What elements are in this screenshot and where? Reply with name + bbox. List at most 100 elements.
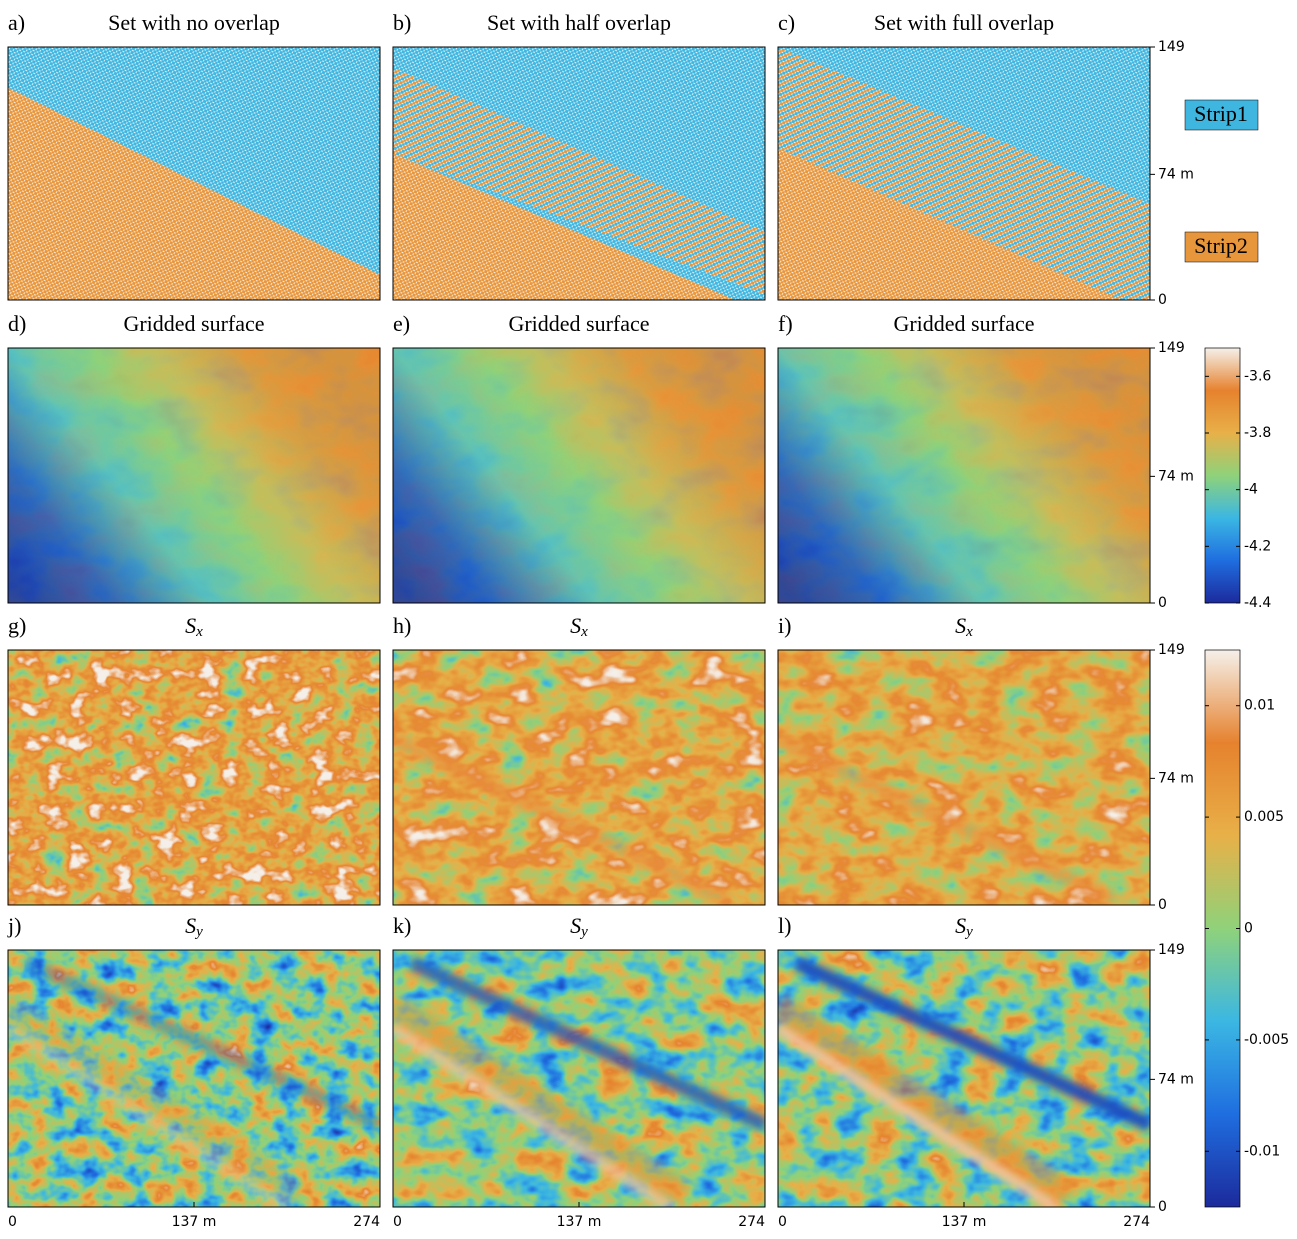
derivative-field (778, 650, 1150, 905)
strip2-points (393, 153, 736, 300)
panel-frame (777, 347, 1151, 604)
panel-image (8, 47, 380, 300)
panel-title: Gridded surface (123, 311, 264, 336)
panel-title-main: S (955, 913, 966, 938)
panel-label: a) (8, 10, 25, 35)
y-tick-label: 149 (1158, 39, 1185, 55)
colorbar-tick-label: 0.005 (1244, 809, 1284, 825)
panel-image (778, 47, 1150, 300)
colorbar-tick-label: -4.2 (1244, 538, 1271, 554)
colorbar-tick-label: -4.4 (1244, 595, 1271, 611)
panel-frame (7, 649, 381, 906)
x-tick-label: 137 m (557, 1214, 602, 1230)
ridge-halo (393, 995, 691, 1206)
panel-label: k) (393, 913, 411, 938)
panel-label: l) (778, 913, 791, 938)
surface-texture (778, 348, 1150, 603)
panel-image (393, 650, 765, 905)
panel-title-text: Gridded surface (508, 311, 649, 336)
panel-label: j) (7, 913, 21, 938)
panel-title: Set with full overlap (874, 10, 1054, 35)
derivative-field (8, 950, 380, 1207)
panel-label: f) (778, 311, 793, 336)
panel-image (8, 348, 380, 603)
panel-frame (392, 46, 766, 301)
legend-label: Strip2 (1194, 233, 1248, 258)
colorbar (1204, 649, 1241, 1208)
panel-title: Sy (955, 913, 973, 940)
ridge-band (8, 1021, 291, 1207)
x-tick-label: 0 (8, 1214, 17, 1230)
y-tick-label: 0 (1158, 595, 1167, 611)
y-tick-label: 0 (1158, 292, 1167, 308)
panel-title-sub: y (579, 924, 588, 940)
x-tick-label: 274 (1123, 1214, 1150, 1230)
derivative-field (393, 950, 765, 1207)
y-tick-label: 0 (1158, 897, 1167, 913)
panel-title-text: Gridded surface (123, 311, 264, 336)
panel-title: Gridded surface (893, 311, 1034, 336)
trough-band (408, 956, 765, 1132)
legend-label: Strip1 (1194, 101, 1248, 126)
strip2-points (778, 148, 1122, 300)
legend-swatch (1184, 231, 1259, 263)
panel-label: i) (778, 613, 791, 638)
panel-title-sub: x (965, 624, 973, 640)
panel-label: d) (8, 311, 26, 336)
colorbar-tick-label: -3.6 (1244, 368, 1271, 384)
panel-frame (777, 46, 1151, 301)
panel-label: c) (778, 10, 795, 35)
panel-title: Set with no overlap (108, 10, 280, 35)
y-tick-label: 149 (1158, 642, 1185, 658)
panel-title-main: S (955, 613, 966, 638)
panel-title: Set with half overlap (487, 10, 671, 35)
panel-title-text: Set with full overlap (874, 10, 1054, 35)
panel-title-sub: y (964, 924, 973, 940)
derivative-field (393, 650, 765, 905)
x-tick-label: 137 m (942, 1214, 987, 1230)
panel-label: e) (393, 311, 410, 336)
colorbar-tick-label: 0.01 (1244, 698, 1275, 714)
panel-title-text: Gridded surface (893, 311, 1034, 336)
y-tick-label: 74 m (1158, 1071, 1194, 1087)
surface-texture (393, 348, 765, 603)
colorbar-tick-label: 0 (1244, 921, 1253, 937)
panel-title-sub: y (194, 924, 203, 940)
panel-image (778, 950, 1150, 1207)
colorbar-tick-label: -3.8 (1244, 425, 1271, 441)
x-tick-label: 0 (393, 1214, 402, 1230)
panel-title-main: S (185, 613, 196, 638)
panel-title: Sx (185, 613, 203, 640)
panel-title-main: S (570, 613, 581, 638)
derivative-field (778, 950, 1150, 1207)
panel-image (8, 650, 380, 905)
panel-frame (392, 347, 766, 604)
trough-band (23, 956, 380, 1132)
colorbar (1204, 347, 1241, 604)
ridge-band (778, 1021, 1061, 1207)
panel-frame (7, 46, 381, 301)
surface-texture (8, 348, 380, 603)
panel-title-sub: x (580, 624, 588, 640)
panel-image (778, 650, 1150, 905)
panel-image (393, 348, 765, 603)
panel-title-main: S (185, 913, 196, 938)
overlap-points (393, 67, 765, 295)
ridge-band (778, 732, 1116, 905)
y-tick-label: 74 m (1158, 166, 1194, 182)
y-tick-label: 149 (1158, 340, 1185, 356)
panel-title: Gridded surface (508, 311, 649, 336)
x-tick-label: 137 m (172, 1214, 217, 1230)
derivative-field (8, 650, 380, 905)
panel-title: Sx (570, 613, 588, 640)
panel-title-main: S (570, 913, 581, 938)
panel-frame (7, 347, 381, 604)
panel-title-text: Set with no overlap (108, 10, 280, 35)
overlap-points (778, 47, 1150, 300)
panel-frame (392, 649, 766, 906)
panel-label: h) (393, 613, 411, 638)
x-tick-label: 274 (738, 1214, 765, 1230)
colorbar-tick-label: -4 (1244, 482, 1258, 498)
legend-swatch (1184, 99, 1259, 131)
